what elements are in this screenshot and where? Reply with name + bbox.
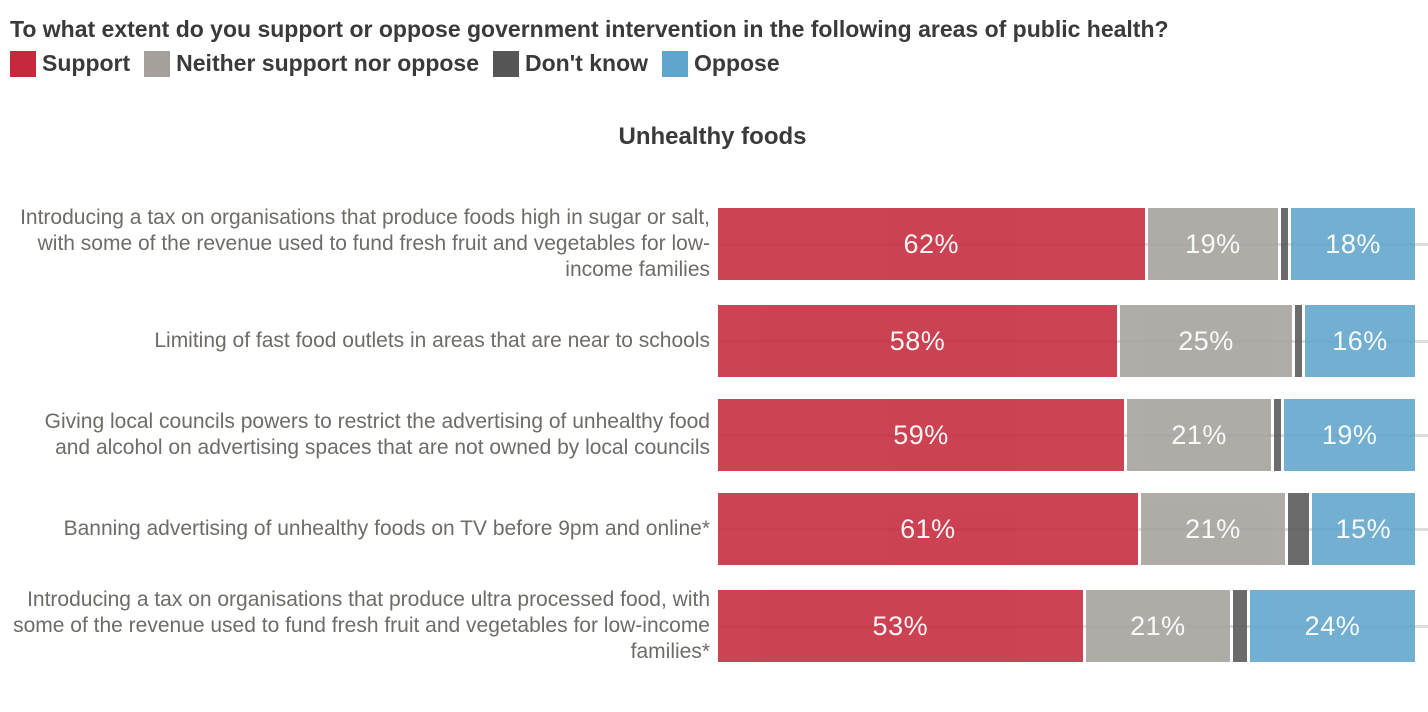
row-label: Introducing a tax on organisations that … [13, 588, 710, 664]
bar-track: 58% 25% 16% [718, 305, 1428, 378]
bar-value-label: 15% [1335, 513, 1392, 544]
chart-row: Introducing a tax on organisations that … [10, 205, 1428, 283]
legend-item-neither: Neither support nor oppose [144, 50, 479, 77]
legend-item-support: Support [10, 50, 130, 77]
chart-row: Giving local councils powers to restrict… [10, 399, 1428, 472]
bar-track: 53% 21% 24% [718, 590, 1428, 663]
bar-segment-support: 58% [718, 305, 1118, 378]
legend-label: Oppose [694, 50, 780, 77]
chart-row: Introducing a tax on organisations that … [10, 587, 1428, 665]
bar-segment-oppose: 16% [1304, 305, 1415, 378]
bar-segment-oppose: 19% [1284, 399, 1415, 472]
bar-segment-neither-support-nor-oppose: 19% [1147, 208, 1279, 281]
bar-value-label: 21% [1130, 610, 1186, 641]
legend-swatch-neither [144, 50, 171, 77]
bar-value-label: 19% [1185, 228, 1241, 259]
chart-legend: Support Neither support nor oppose Don't k… [10, 50, 1415, 77]
bar-segment-support: 53% [718, 590, 1083, 663]
legend-label: Neither support nor oppose [176, 50, 479, 77]
legend-item-dont-know: Don't know [493, 50, 648, 77]
bar-segment-neither-support-nor-oppose: 21% [1085, 590, 1231, 663]
bar-value-label: 25% [1178, 325, 1234, 356]
bar-segment-don-t-know [1288, 493, 1309, 566]
bar-segment-neither-support-nor-oppose: 21% [1140, 493, 1286, 566]
chart-row: Limiting of fast food outlets in areas t… [10, 305, 1428, 378]
bar-segment-oppose: 24% [1249, 590, 1416, 663]
legend-swatch-dont-know [493, 50, 519, 77]
row-label: Limiting of fast food outlets in areas t… [154, 329, 710, 353]
bar-segment-support: 59% [718, 399, 1124, 472]
bar-value-label: 59% [893, 419, 949, 450]
bar-segment-neither-support-nor-oppose: 21% [1126, 399, 1272, 472]
bar-value-label: 53% [872, 610, 929, 641]
bar-segment-neither-support-nor-oppose: 25% [1120, 305, 1293, 378]
bar-value-label: 16% [1332, 325, 1388, 356]
bar-segment-support: 61% [718, 493, 1138, 566]
chart-title: Unhealthy foods [618, 123, 807, 151]
bar-track: 59% 21% 19% [718, 399, 1428, 472]
bar-value-label: 61% [900, 513, 956, 544]
bar-value-label: 24% [1304, 610, 1361, 641]
legend-swatch-support [10, 50, 36, 77]
bar-segment-support: 62% [718, 208, 1145, 281]
bar-value-label: 58% [889, 325, 946, 356]
bar-segment-oppose: 18% [1291, 208, 1415, 281]
bar-segment-don-t-know [1295, 305, 1302, 378]
bar-chart: Introducing a tax on organisations that … [10, 205, 1428, 665]
legend-swatch-oppose [662, 50, 689, 77]
bar-value-label: 18% [1325, 228, 1381, 259]
bar-value-label: 21% [1171, 419, 1227, 450]
legend-label: Support [42, 50, 131, 77]
bar-segment-don-t-know [1281, 208, 1289, 281]
bar-segment-don-t-know [1233, 590, 1247, 663]
question-title: To what extent do you support or oppose … [10, 16, 1169, 42]
bar-value-label: 21% [1185, 513, 1241, 544]
legend-item-oppose: Oppose [662, 50, 780, 77]
bar-value-label: 19% [1321, 419, 1378, 450]
bar-track: 62% 19% 18% [718, 208, 1428, 281]
legend-label: Don't know [525, 50, 649, 77]
bar-segment-oppose: 15% [1311, 493, 1416, 566]
bar-segment-don-t-know [1274, 399, 1282, 472]
row-label: Banning advertising of unhealthy foods o… [63, 517, 710, 541]
row-label: Giving local councils powers to restrict… [44, 410, 710, 460]
chart-row: Banning advertising of unhealthy foods o… [10, 493, 1428, 566]
bar-track: 61% 21% 15% [718, 493, 1428, 566]
row-label: Introducing a tax on organisations that … [20, 206, 710, 282]
bar-value-label: 62% [903, 228, 960, 259]
